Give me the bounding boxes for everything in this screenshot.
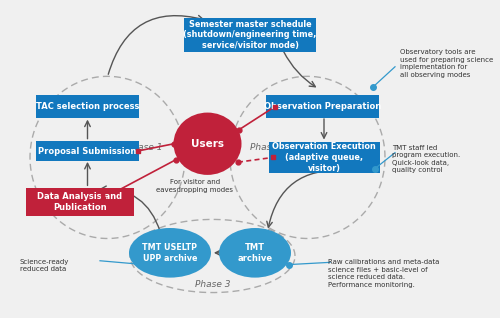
FancyBboxPatch shape <box>36 95 138 118</box>
Text: Phase 1: Phase 1 <box>127 143 163 152</box>
Text: Raw calibrations and meta-data
science files + basic-level of
science reduced da: Raw calibrations and meta-data science f… <box>328 259 439 288</box>
Text: Observation Execution
(adaptive queue,
visitor): Observation Execution (adaptive queue, v… <box>272 142 376 173</box>
Ellipse shape <box>174 113 242 175</box>
Text: Data Analysis and
Publication: Data Analysis and Publication <box>38 192 122 212</box>
Text: TMT staff led
program execution.
Quick-look data,
quality control: TMT staff led program execution. Quick-l… <box>392 145 461 173</box>
Ellipse shape <box>129 228 211 278</box>
Text: TMT
archive: TMT archive <box>238 243 272 263</box>
Text: Phase 2: Phase 2 <box>250 143 285 152</box>
Text: Proposal Submission: Proposal Submission <box>38 147 136 156</box>
FancyBboxPatch shape <box>266 95 379 118</box>
Text: Semester master schedule
(shutdown/engineering time,
service/visitor mode): Semester master schedule (shutdown/engin… <box>184 20 316 50</box>
Text: Observatory tools are
used for preparing science
implementation for
all observin: Observatory tools are used for preparing… <box>400 49 493 78</box>
Text: Observation Preparation: Observation Preparation <box>264 102 381 111</box>
Text: Science-ready
reduced data: Science-ready reduced data <box>20 259 70 272</box>
FancyBboxPatch shape <box>184 18 316 52</box>
Text: TAC selection process: TAC selection process <box>36 102 139 111</box>
Text: Users: Users <box>191 139 224 149</box>
FancyBboxPatch shape <box>26 188 134 216</box>
Text: TMT USELTP
UPP archive: TMT USELTP UPP archive <box>142 243 198 263</box>
Text: For visitor and
eavesdropping modes: For visitor and eavesdropping modes <box>156 179 234 193</box>
Text: Phase 3: Phase 3 <box>195 280 230 289</box>
FancyBboxPatch shape <box>36 141 138 161</box>
FancyBboxPatch shape <box>268 142 380 173</box>
Ellipse shape <box>219 228 291 278</box>
